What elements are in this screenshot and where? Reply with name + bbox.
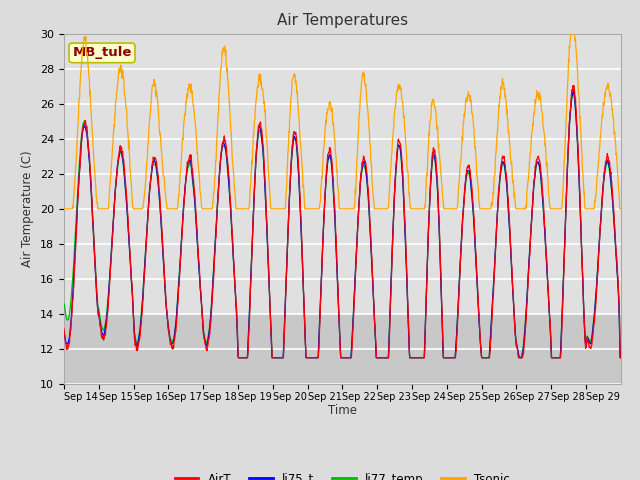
Text: MB_tule: MB_tule [72,47,132,60]
Legend: AirT, li75_t, li77_temp, Tsonic: AirT, li75_t, li77_temp, Tsonic [170,468,515,480]
Title: Air Temperatures: Air Temperatures [277,13,408,28]
Bar [64,314,621,384]
X-axis label: Time: Time [328,405,357,418]
Y-axis label: Air Temperature (C): Air Temperature (C) [22,151,35,267]
